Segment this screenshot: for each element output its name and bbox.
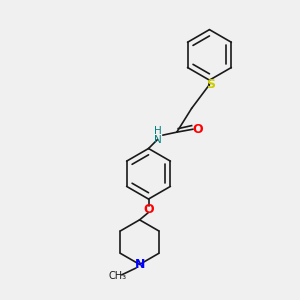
Text: O: O bbox=[143, 203, 154, 216]
Text: N: N bbox=[134, 258, 145, 271]
Text: O: O bbox=[192, 123, 203, 136]
Text: CH₃: CH₃ bbox=[108, 271, 126, 281]
Text: H
N: H N bbox=[154, 125, 161, 145]
Text: S: S bbox=[206, 78, 215, 91]
